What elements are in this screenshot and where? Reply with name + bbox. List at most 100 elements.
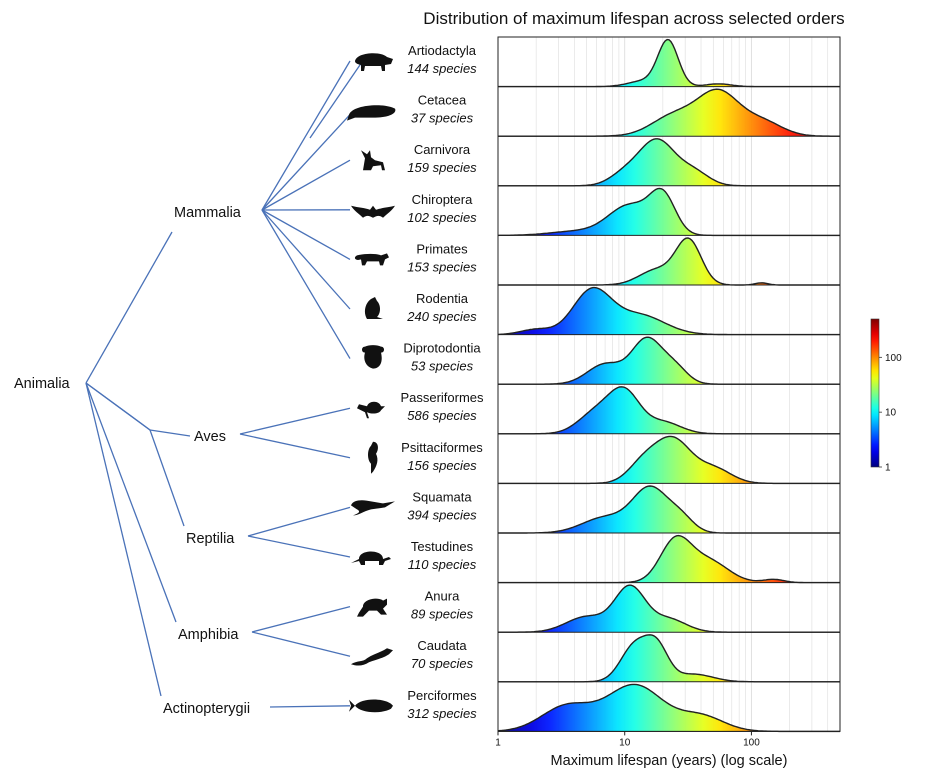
ridge-fill	[498, 337, 840, 385]
tree-branch	[309, 61, 363, 139]
x-tick-label: 1	[495, 737, 501, 748]
whale-silhouette-icon	[347, 105, 396, 121]
tree-branch	[239, 407, 351, 435]
order-name: Rodentia	[416, 291, 469, 306]
order-name: Psittaciformes	[401, 440, 483, 455]
order-labels: Artiodactyla 144 species Cetacea 37 species…	[400, 43, 484, 721]
tree-branch	[85, 382, 162, 697]
colorbar-tick-label: 100	[885, 353, 902, 364]
order-icons	[347, 53, 396, 713]
ridge-carnivora	[498, 138, 840, 187]
ridge-artiodactyla	[498, 38, 840, 88]
order-species-count: 156 species	[407, 458, 477, 473]
ridge-fill	[498, 386, 840, 434]
order-species-count: 89 species	[411, 607, 474, 622]
order-name: Carnivora	[414, 142, 471, 157]
koala-silhouette-icon	[362, 345, 384, 369]
order-species-count: 153 species	[407, 259, 477, 274]
clade-label: Reptilia	[186, 531, 235, 547]
order-species-count: 37 species	[411, 111, 474, 126]
tree-branch	[85, 231, 173, 384]
order-species-count: 70 species	[411, 656, 474, 671]
order-species-count: 110 species	[408, 557, 477, 572]
tree-branch	[261, 114, 351, 211]
root-label: Animalia	[14, 376, 71, 392]
ridge-fill	[498, 89, 840, 137]
x-tick-label: 100	[743, 737, 760, 748]
tree-branch	[85, 382, 151, 431]
clade-label: Aves	[194, 429, 226, 445]
colorbar: 1 10 100	[870, 318, 902, 474]
rodent-silhouette-icon	[364, 297, 383, 319]
fox-silhouette-icon	[361, 150, 385, 171]
tree-branch	[261, 60, 351, 211]
tree-branch	[85, 382, 177, 623]
tree-branch	[149, 429, 191, 437]
ridge-perciformes	[497, 683, 840, 733]
ridge-fill	[498, 486, 840, 533]
order-name: Chiroptera	[412, 192, 473, 207]
order-species-count: 586 species	[407, 408, 477, 423]
phylogenetic-tree: Animalia Mammalia Aves Reptilia Amphibia Acti…	[14, 60, 363, 717]
order-name: Cetacea	[418, 93, 467, 108]
order-name: Perciformes	[407, 688, 477, 703]
tree-branch	[261, 209, 351, 260]
order-name: Primates	[416, 241, 468, 256]
clade-label: Amphibia	[178, 627, 239, 643]
tree-branch	[261, 159, 351, 211]
order-species-count: 159 species	[407, 160, 477, 175]
ridge-fill	[498, 585, 840, 633]
ridge-testudines	[498, 534, 840, 584]
lizard-silhouette-icon	[351, 500, 395, 516]
ridge-caudata	[498, 634, 840, 683]
order-name: Diprotodontia	[403, 341, 481, 356]
clade-label: Mammalia	[174, 205, 242, 221]
x-axis: 1 10 100	[495, 731, 760, 748]
order-species-count: 144 species	[407, 61, 477, 76]
ridge-cetacea	[498, 88, 840, 137]
x-axis-label: Maximum lifespan (years) (log scale)	[551, 753, 788, 769]
tree-branch	[247, 506, 351, 537]
order-species-count: 53 species	[411, 359, 474, 374]
ridge-psittaciformes	[498, 435, 840, 485]
clade-label: Actinopterygii	[163, 701, 250, 717]
order-name: Caudata	[417, 638, 467, 653]
ridge-fill	[498, 436, 840, 484]
tree-branch	[149, 429, 185, 527]
ridge-rodentia	[497, 286, 840, 336]
tree-branch	[269, 705, 351, 708]
order-name: Anura	[425, 589, 460, 604]
turtle-silhouette-icon	[351, 551, 391, 565]
colorbar-tick-label: 1	[885, 463, 891, 474]
lemur-silhouette-icon	[354, 253, 389, 266]
parrot-silhouette-icon	[368, 441, 378, 474]
tree-branch	[261, 209, 351, 359]
ridge-anura	[498, 584, 840, 633]
salamander-silhouette-icon	[351, 648, 393, 666]
songbird-silhouette-icon	[357, 401, 385, 419]
ridge-chiroptera	[497, 187, 840, 237]
tree-branch	[261, 209, 351, 310]
ridge-fill	[498, 138, 840, 186]
ridge-fill	[498, 684, 840, 732]
ridge-passeriformes	[498, 386, 840, 435]
order-name: Artiodactyla	[408, 43, 477, 58]
x-tick-label: 10	[619, 737, 631, 748]
order-species-count: 240 species	[406, 309, 477, 324]
plot-area	[497, 36, 841, 733]
ridge-primates	[498, 237, 840, 286]
order-name: Passeriformes	[400, 390, 484, 405]
ridge-fill	[498, 188, 840, 236]
order-species-count: 394 species	[407, 507, 477, 522]
tree-branch	[251, 631, 351, 657]
order-species-count: 102 species	[407, 210, 477, 225]
ridge-squamata	[498, 485, 840, 534]
order-name: Testudines	[411, 539, 474, 554]
order-species-count: 312 species	[407, 706, 477, 721]
ridge-diprotodontia	[498, 336, 840, 385]
fish-silhouette-icon	[349, 699, 393, 713]
chart-title: Distribution of maximum lifespan across …	[423, 9, 844, 28]
hog-silhouette-icon	[355, 53, 393, 71]
